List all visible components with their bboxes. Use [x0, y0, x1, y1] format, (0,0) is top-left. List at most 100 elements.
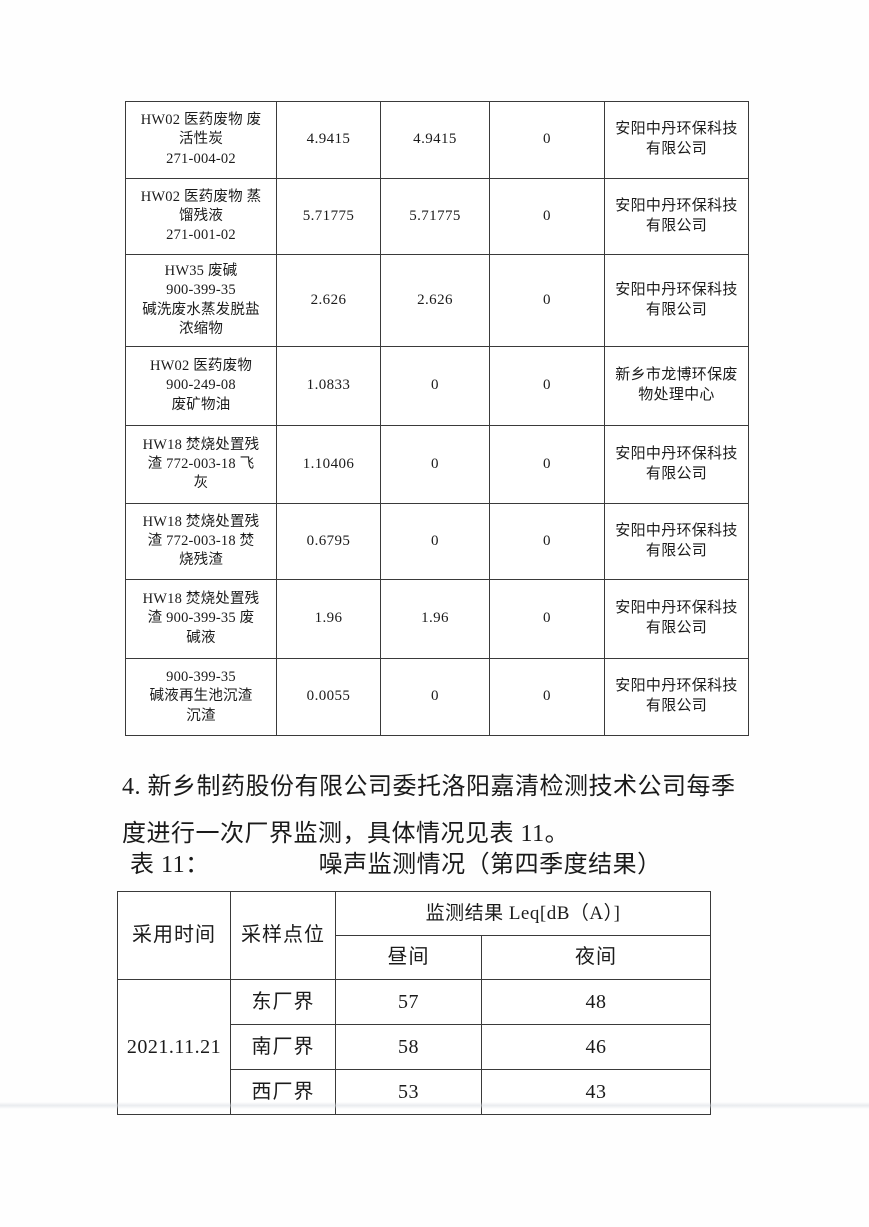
org-line: 有限公司	[645, 542, 708, 559]
stored-amount-cell: 0	[489, 346, 605, 426]
nighttime-value-cell: 43	[481, 1069, 711, 1115]
transferred-amount-cell: 1.96	[380, 579, 490, 659]
generated-amount-cell: 4.9415	[276, 101, 381, 179]
generated-amount-cell: 0.6795	[276, 503, 381, 580]
receiving-unit-cell: 安阳中丹环保科技 有限公司	[604, 579, 749, 659]
generated-amount-cell: 1.0833	[276, 346, 381, 426]
org-line: 有限公司	[645, 465, 708, 482]
stored-amount-cell: 0	[489, 425, 605, 504]
hazardous-waste-table-container: HW02 医药废物 废 活性炭 271-004-02 4.9415 4.9415…	[125, 101, 749, 736]
transferred-amount-cell: 5.71775	[380, 178, 490, 255]
waste-code-line: 271-004-02	[166, 150, 236, 167]
sampling-point-cell: 南厂界	[230, 1024, 336, 1070]
header-sampling-time: 采用时间	[117, 891, 231, 980]
waste-name-line: 沉渣	[186, 707, 216, 724]
header-sampling-point: 采样点位	[230, 891, 336, 980]
waste-name-line: HW35 废碱	[164, 263, 238, 280]
generated-amount-cell: 5.71775	[276, 178, 381, 255]
sampling-point-cell: 东厂界	[230, 979, 336, 1025]
waste-code-line: 渣 772-003-18 飞	[147, 455, 255, 472]
waste-name-line: 烧残渣	[178, 552, 224, 569]
generated-amount-cell: 1.10406	[276, 425, 381, 504]
waste-code-line: 900-249-08	[166, 377, 236, 394]
receiving-unit-cell: 安阳中丹环保科技 有限公司	[604, 425, 749, 504]
daytime-value-cell: 53	[335, 1069, 482, 1115]
waste-name-cell: HW18 焚烧处置残 渣 900-399-35 废 碱液	[125, 579, 277, 659]
waste-code-line: 271-001-02	[166, 227, 236, 244]
table-row: 900-399-35 碱液再生池沉渣 沉渣 0.0055 0 0 安阳中丹环保科…	[125, 658, 749, 736]
table-row: 南厂界 58 46	[118, 1024, 711, 1070]
header-daytime: 昼间	[335, 935, 482, 980]
table-header-row: 采用时间 采样点位 监测结果 Leq[dB（A）]	[117, 891, 711, 980]
table-row: 2021.11.21 东厂界 57 48	[117, 979, 711, 1115]
table-subheader-row: 昼间 夜间	[118, 935, 711, 980]
generated-amount-cell: 0.0055	[276, 658, 381, 736]
waste-code-line: 渣 900-399-35 废	[147, 610, 255, 627]
org-line: 安阳中丹环保科技	[615, 445, 738, 462]
waste-name-line: 活性炭	[178, 131, 224, 148]
waste-name-cell: HW18 焚烧处置残 渣 772-003-18 焚 烧残渣	[125, 503, 277, 580]
table-row: HW18 焚烧处置残 渣 772-003-18 飞 灰 1.10406 0 0 …	[125, 425, 749, 504]
waste-code-line: 渣 772-003-18 焚	[147, 532, 255, 549]
org-line: 有限公司	[645, 620, 708, 636]
waste-name-line: 碱洗废水蒸发脱盐	[142, 301, 260, 318]
sampling-point-cell: 西厂界	[230, 1069, 336, 1115]
stored-amount-cell: 0	[489, 579, 605, 659]
receiving-unit-cell: 新乡市龙博环保废 物处理中心	[604, 346, 749, 426]
org-line: 新乡市龙博环保废	[615, 367, 738, 384]
receiving-unit-cell: 安阳中丹环保科技 有限公司	[604, 101, 749, 179]
stored-amount-cell: 0	[489, 178, 605, 255]
table-row: HW02 医药废物 蒸 馏残液 271-001-02 5.71775 5.717…	[125, 178, 749, 255]
waste-name-cell: 900-399-35 碱液再生池沉渣 沉渣	[125, 658, 277, 736]
body-paragraph: 4. 新乡制药股份有限公司委托洛阳嘉清检测技术公司每季 度进行一次厂界监测，具体…	[122, 764, 782, 858]
waste-name-line: HW02 医药废物	[149, 358, 253, 375]
waste-name-line: HW18 焚烧处置残	[142, 591, 260, 608]
table-row: HW02 医药废物 废 活性炭 271-004-02 4.9415 4.9415…	[125, 101, 749, 179]
waste-name-cell: HW02 医药废物 废 活性炭 271-004-02	[125, 101, 277, 179]
table-caption: 表 11： 噪声监测情况（第四季度结果）	[130, 845, 790, 885]
stored-amount-cell: 0	[489, 254, 605, 347]
waste-name-cell: HW02 医药废物 蒸 馏残液 271-001-02	[125, 178, 277, 255]
waste-name-cell: HW35 废碱 900-399-35 碱洗废水蒸发脱盐 浓缩物	[125, 254, 277, 347]
waste-name-line: HW18 焚烧处置残	[142, 436, 260, 453]
waste-name-cell: HW18 焚烧处置残 渣 772-003-18 飞 灰	[125, 425, 277, 504]
table-row: HW18 焚烧处置残 渣 900-399-35 废 碱液 1.96 1.96 0…	[125, 579, 749, 659]
stored-amount-cell: 0	[489, 658, 605, 736]
org-line: 安阳中丹环保科技	[615, 600, 738, 617]
table-row: HW35 废碱 900-399-35 碱洗废水蒸发脱盐 浓缩物 2.626 2.…	[125, 254, 749, 347]
daytime-value-cell: 57	[335, 979, 482, 1025]
transferred-amount-cell: 0	[380, 346, 490, 426]
hazardous-waste-table: HW02 医药废物 废 活性炭 271-004-02 4.9415 4.9415…	[125, 101, 749, 736]
paragraph-line: 度进行一次厂界监测，具体情况见表 11。	[122, 821, 570, 847]
table-row: HW18 焚烧处置残 渣 772-003-18 焚 烧残渣 0.6795 0 0…	[125, 503, 749, 580]
waste-code-line: 900-399-35	[166, 282, 236, 299]
table-row: HW02 医药废物 900-249-08 废矿物油 1.0833 0 0 新乡市…	[125, 346, 749, 426]
receiving-unit-cell: 安阳中丹环保科技 有限公司	[604, 178, 749, 255]
transferred-amount-cell: 0	[380, 425, 490, 504]
transferred-amount-cell: 4.9415	[380, 101, 490, 179]
waste-name-cell: HW02 医药废物 900-249-08 废矿物油	[125, 346, 277, 426]
org-line: 有限公司	[645, 141, 708, 157]
receiving-unit-cell: 安阳中丹环保科技 有限公司	[604, 254, 749, 347]
daytime-value-cell: 58	[335, 1024, 482, 1070]
nighttime-value-cell: 46	[481, 1024, 711, 1070]
receiving-unit-cell: 安阳中丹环保科技 有限公司	[604, 658, 749, 736]
org-line: 有限公司	[645, 217, 708, 234]
transferred-amount-cell: 0	[380, 503, 490, 580]
org-line: 有限公司	[645, 301, 708, 318]
waste-name-line: HW02 医药废物 废	[140, 112, 262, 129]
stored-amount-cell: 0	[489, 101, 605, 179]
generated-amount-cell: 2.626	[276, 254, 381, 347]
waste-name-line: HW18 焚烧处置残	[142, 513, 260, 530]
header-nighttime: 夜间	[481, 935, 711, 980]
header-monitoring-result: 监测结果 Leq[dB（A）]	[335, 891, 711, 936]
table-caption-label: 表 11：	[130, 852, 210, 878]
noise-monitoring-table-container: 采用时间 采样点位 监测结果 Leq[dB（A）] 昼间 夜间 2021.11.…	[117, 891, 711, 1115]
noise-monitoring-table: 采用时间 采样点位 监测结果 Leq[dB（A）] 昼间 夜间 2021.11.…	[117, 891, 711, 1115]
org-line: 有限公司	[645, 698, 708, 714]
org-line: 安阳中丹环保科技	[615, 121, 738, 138]
table-caption-title: 噪声监测情况（第四季度结果）	[318, 852, 662, 878]
nighttime-value-cell: 48	[481, 979, 711, 1025]
org-line: 安阳中丹环保科技	[615, 678, 738, 695]
